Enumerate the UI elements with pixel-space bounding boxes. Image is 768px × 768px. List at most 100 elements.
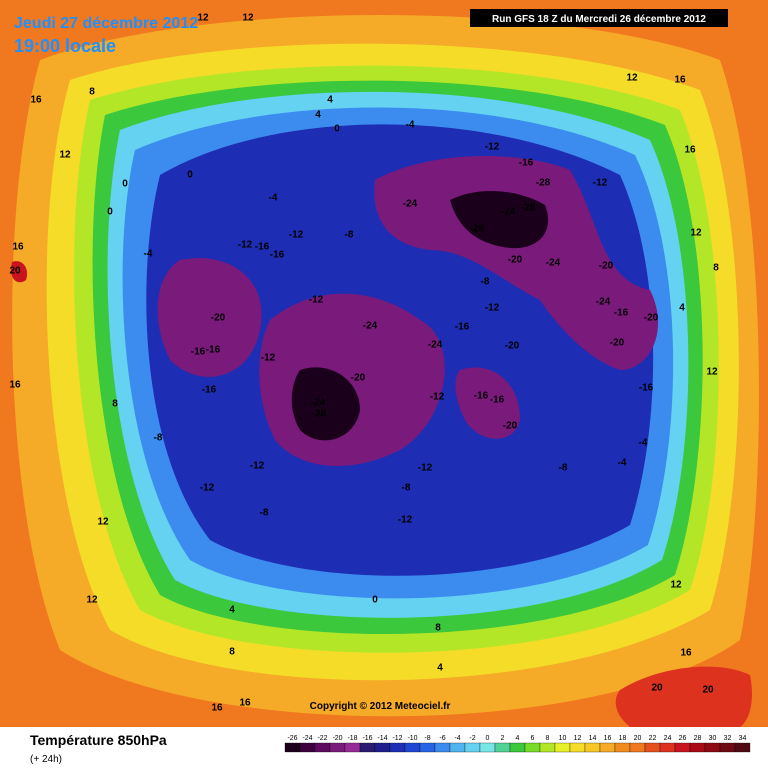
contour-label: -28	[470, 224, 485, 235]
contour-label: 12	[97, 517, 109, 528]
footer-lead: (+ 24h)	[30, 754, 62, 765]
legend-tick-label: 26	[679, 735, 687, 742]
time-label: 19:00 locale	[14, 36, 116, 56]
legend-tick-label: -22	[317, 735, 327, 742]
contour-label: -20	[505, 341, 520, 352]
contour-label: 8	[112, 399, 118, 410]
contour-label: 12	[86, 595, 98, 606]
contour-label: 16	[211, 703, 223, 714]
contour-label: -24	[311, 398, 326, 409]
contour-label: -16	[202, 385, 217, 396]
contour-label: -4	[406, 120, 415, 131]
legend-tick-label: -8	[424, 735, 430, 742]
legend-swatch	[704, 742, 721, 753]
contour-label: 20	[9, 266, 21, 277]
legend-swatch	[464, 742, 481, 753]
legend-tick-label: -10	[407, 735, 417, 742]
contour-label: -12	[309, 295, 324, 306]
contour-label: 4	[229, 605, 235, 616]
legend-tick-label: 20	[634, 735, 642, 742]
contour-label: 12	[626, 73, 638, 84]
legend-swatch	[614, 742, 631, 753]
contour-label: -24	[501, 207, 516, 218]
legend-swatch	[629, 742, 646, 753]
legend-tick-label: 32	[724, 735, 732, 742]
contour-label: -8	[402, 483, 411, 494]
contour-label: -24	[363, 321, 378, 332]
legend-tick-label: 10	[559, 735, 567, 742]
legend-swatch	[584, 742, 601, 753]
contour-label: 20	[702, 685, 714, 696]
legend-swatch	[644, 742, 661, 753]
legend-tick-label: 30	[709, 735, 717, 742]
run-box	[470, 9, 728, 27]
legend-swatch	[299, 742, 316, 753]
contour-label: 16	[9, 380, 21, 391]
legend-tick-label: 28	[694, 735, 702, 742]
contour-label: -16	[519, 158, 534, 169]
contour-label: -12	[430, 392, 445, 403]
contour-label: 12	[59, 150, 71, 161]
contour-label: -12	[593, 178, 608, 189]
contour-label: -28	[536, 178, 551, 189]
contour-label: 0	[107, 207, 113, 218]
contour-label: 12	[670, 580, 682, 591]
contour-label: 16	[684, 145, 696, 156]
legend-tick-label: -2	[469, 735, 475, 742]
legend-swatch	[344, 742, 361, 753]
date-label: Jeudi 27 décembre 2012	[14, 15, 198, 32]
contour-label: -20	[211, 313, 226, 324]
copyright: Copyright © 2012 Meteociel.fr	[310, 701, 451, 712]
contour-label: 8	[89, 87, 95, 98]
contour-label: -8	[481, 277, 490, 288]
legend-tick-label: 2	[501, 735, 505, 742]
contour-label: -16	[191, 347, 206, 358]
legend-swatch	[524, 742, 541, 753]
legend-tick-label: -4	[454, 735, 460, 742]
run-label: Run GFS 18 Z du Mercredi 26 décembre 201…	[492, 14, 706, 25]
legend-tick-label: -20	[332, 735, 342, 742]
legend-tick-label: -24	[302, 735, 312, 742]
legend-swatch	[599, 742, 616, 753]
contour-label: 0	[334, 124, 340, 135]
contour-label: -20	[644, 313, 659, 324]
contour-label: -16	[206, 345, 221, 356]
contour-label: -16	[614, 308, 629, 319]
legend-tick-label: 22	[649, 735, 657, 742]
contour-label: -8	[559, 463, 568, 474]
contour-label: -24	[596, 297, 611, 308]
contour-label: 12	[690, 228, 702, 239]
legend-tick-label: 34	[739, 735, 747, 742]
legend-tick-label: 24	[664, 735, 672, 742]
legend-tick-label: -12	[392, 735, 402, 742]
contour-label: 12	[197, 13, 209, 24]
legend-tick-label: -16	[362, 735, 372, 742]
contour-label: -20	[351, 373, 366, 384]
contour-label: 8	[435, 623, 441, 634]
contour-label: -16	[270, 250, 285, 261]
legend-swatch	[419, 742, 436, 753]
contour-label: -20	[599, 261, 614, 272]
legend-tick-label: 12	[574, 735, 582, 742]
contour-label: 0	[372, 595, 378, 606]
contour-label: 4	[679, 303, 685, 314]
legend-swatch	[479, 742, 496, 753]
contour-label: -16	[639, 383, 654, 394]
legend-swatch	[314, 742, 331, 753]
contour-label: -24	[546, 258, 561, 269]
legend-swatch	[284, 742, 301, 753]
contour-label: -4	[144, 249, 153, 260]
contour-label: -8	[154, 433, 163, 444]
hot-spot	[615, 666, 752, 727]
legend-tick-label: 0	[486, 735, 490, 742]
contour-label: -12	[200, 483, 215, 494]
legend-swatch	[689, 742, 706, 753]
legend-swatch	[329, 742, 346, 753]
contour-label: 16	[30, 95, 42, 106]
legend-tick-label: -26	[287, 735, 297, 742]
legend-swatch	[569, 742, 586, 753]
contour-label: -24	[428, 340, 443, 351]
contour-label: -12	[250, 461, 265, 472]
